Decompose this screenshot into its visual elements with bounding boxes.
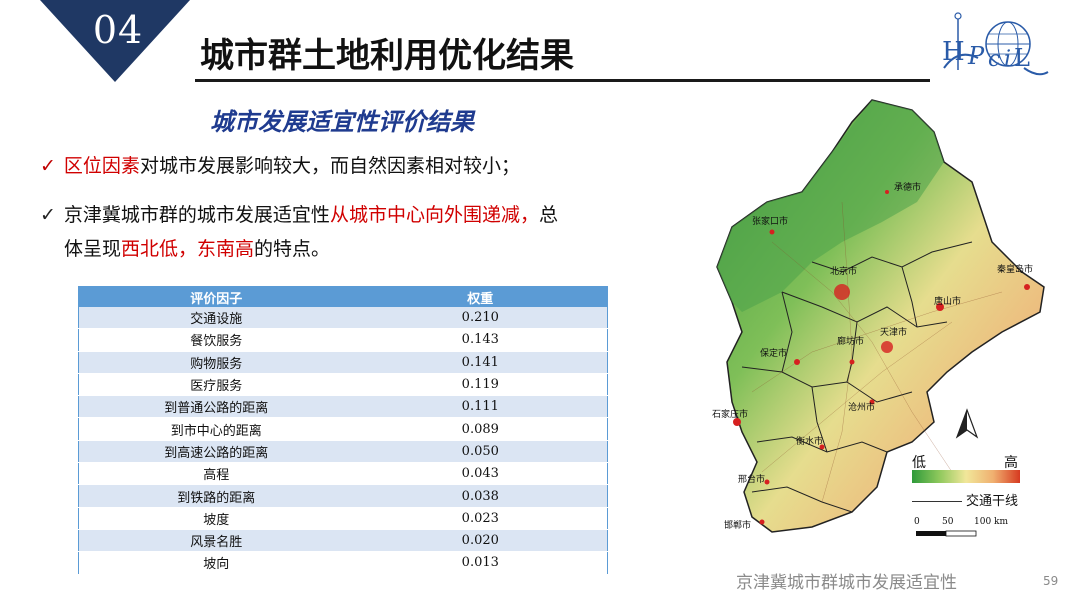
bullet-text: 体呈现 bbox=[64, 238, 122, 260]
city-label: 天津市 bbox=[880, 326, 907, 338]
factor-weight-table: 评价因子 权重 交通设施 0.210 餐饮服务 0.143 购物服务 0.141 医疗服务 0… bbox=[78, 286, 608, 575]
weight-cell: 0.089 bbox=[353, 417, 608, 441]
factor-cell: 风景名胜 bbox=[78, 529, 354, 553]
weight-cell: 0.111 bbox=[353, 395, 608, 419]
weight-cell: 0.038 bbox=[353, 484, 608, 508]
bullet-highlight: 西北低，东南高 bbox=[121, 238, 255, 260]
factor-cell: 到市中心的距离 bbox=[78, 417, 354, 441]
suitability-map: 承德市 张家口市 北京市 秦皇岛市 唐山市 廊坊市 天津市 保定市 沧州市 石家… bbox=[712, 99, 1045, 533]
factor-cell: 购物服务 bbox=[78, 351, 354, 374]
weight-cell: 0.141 bbox=[353, 351, 608, 374]
table-header-row: 评价因子 权重 bbox=[78, 286, 608, 307]
section-number: 04 bbox=[92, 8, 144, 52]
factor-cell: 高程 bbox=[78, 462, 354, 486]
city-label: 北京市 bbox=[830, 265, 857, 277]
legend-color-bar bbox=[912, 470, 1020, 483]
city-label: 衡水市 bbox=[796, 435, 823, 447]
table-row: 坡度 0.023 bbox=[78, 507, 608, 530]
weight-cell: 0.043 bbox=[353, 462, 608, 486]
bullet-highlight: 从城市中心向外围递减， bbox=[329, 204, 539, 226]
page-number: 59 bbox=[1043, 574, 1059, 588]
scale-label: 0 bbox=[914, 517, 920, 527]
table-row: 到铁路的距离 0.038 bbox=[78, 484, 608, 508]
svg-text:i: i bbox=[1004, 47, 1011, 72]
weight-cell: 0.119 bbox=[353, 373, 608, 397]
city-label: 石家庄市 bbox=[712, 408, 748, 420]
factor-cell: 坡度 bbox=[78, 507, 354, 530]
table-row: 到普通公路的距离 0.111 bbox=[78, 395, 608, 419]
table-row: 坡向 0.013 bbox=[78, 551, 608, 575]
table-row: 医疗服务 0.119 bbox=[78, 373, 608, 397]
bullet-text: 总 bbox=[538, 204, 558, 226]
city-label: 唐山市 bbox=[934, 295, 961, 307]
table-row: 风景名胜 0.020 bbox=[78, 529, 608, 553]
road-line-icon bbox=[912, 501, 962, 502]
table-header-factor: 评价因子 bbox=[78, 286, 354, 307]
section-badge bbox=[40, 0, 190, 82]
check-icon: ✓ bbox=[40, 204, 56, 226]
factor-cell: 到铁路的距离 bbox=[78, 484, 354, 508]
city-label: 张家口市 bbox=[752, 215, 788, 227]
weight-cell: 0.050 bbox=[353, 440, 608, 464]
city-label: 邢台市 bbox=[738, 473, 765, 485]
city-label: 承德市 bbox=[894, 181, 921, 193]
weight-cell: 0.023 bbox=[353, 507, 608, 530]
factor-cell: 到普通公路的距离 bbox=[78, 395, 354, 419]
north-arrow-icon bbox=[955, 408, 979, 439]
scale-label: 50 bbox=[942, 517, 954, 527]
scale-bar: 0 50 100 km bbox=[914, 517, 1008, 537]
table-row: 到市中心的距离 0.089 bbox=[78, 417, 608, 441]
svg-text:P: P bbox=[967, 42, 985, 70]
svg-text:L: L bbox=[1014, 44, 1030, 72]
factor-cell: 坡向 bbox=[78, 551, 354, 575]
legend-road: 交通干线 bbox=[912, 490, 1018, 509]
table-row: 到高速公路的距离 0.050 bbox=[78, 440, 608, 464]
svg-text:H: H bbox=[942, 37, 965, 67]
footer-caption: 京津冀城市群城市发展适宜性 bbox=[736, 573, 957, 593]
scale-label: 100 km bbox=[974, 517, 1008, 527]
table-row: 高程 0.043 bbox=[78, 462, 608, 486]
bullet-location-factor: ✓ 区位因素对城市发展影响较大，而自然因素相对较小； bbox=[40, 149, 520, 183]
weight-cell: 0.143 bbox=[353, 328, 608, 352]
factor-cell: 交通设施 bbox=[78, 307, 354, 330]
bullet-text: 京津冀城市群的城市发展适宜性 bbox=[63, 204, 330, 226]
weight-cell: 0.013 bbox=[353, 551, 608, 575]
table-header-weight: 权重 bbox=[353, 286, 608, 307]
hpcil-logo: H P c i L bbox=[942, 12, 1049, 76]
factor-cell: 医疗服务 bbox=[78, 373, 354, 397]
city-label: 邯郸市 bbox=[724, 519, 751, 531]
legend-road-label: 交通干线 bbox=[966, 494, 1019, 509]
city-label: 秦皇岛市 bbox=[997, 263, 1033, 275]
bullet-text: 对城市发展影响较大，而自然因素相对较小； bbox=[139, 155, 520, 177]
table-row: 购物服务 0.141 bbox=[78, 351, 608, 374]
svg-text:c: c bbox=[988, 47, 1000, 72]
factor-cell: 到高速公路的距离 bbox=[78, 440, 354, 464]
factor-cell: 餐饮服务 bbox=[78, 328, 354, 352]
section-subtitle: 城市发展适宜性评价结果 bbox=[210, 107, 474, 136]
city-label: 廊坊市 bbox=[837, 335, 864, 347]
bullet-text: 的特点。 bbox=[254, 238, 331, 260]
legend-high-label: 高 bbox=[1004, 455, 1018, 471]
table-row: 交通设施 0.210 bbox=[78, 307, 608, 330]
weight-cell: 0.020 bbox=[353, 529, 608, 553]
check-icon: ✓ bbox=[40, 155, 56, 177]
legend-low-label: 低 bbox=[912, 455, 926, 471]
page-title: 城市群土地利用优化结果 bbox=[200, 36, 574, 76]
bullet-suitability-trend: ✓ 京津冀城市群的城市发展适宜性从城市中心向外围递减，总 体呈现西北低，东南高的特… bbox=[40, 198, 680, 266]
table-row: 餐饮服务 0.143 bbox=[78, 328, 608, 352]
city-label: 沧州市 bbox=[848, 401, 875, 413]
bullet-highlight: 区位因素 bbox=[63, 155, 140, 177]
title-divider bbox=[195, 79, 930, 82]
city-label: 保定市 bbox=[760, 347, 787, 359]
weight-cell: 0.210 bbox=[353, 307, 608, 330]
